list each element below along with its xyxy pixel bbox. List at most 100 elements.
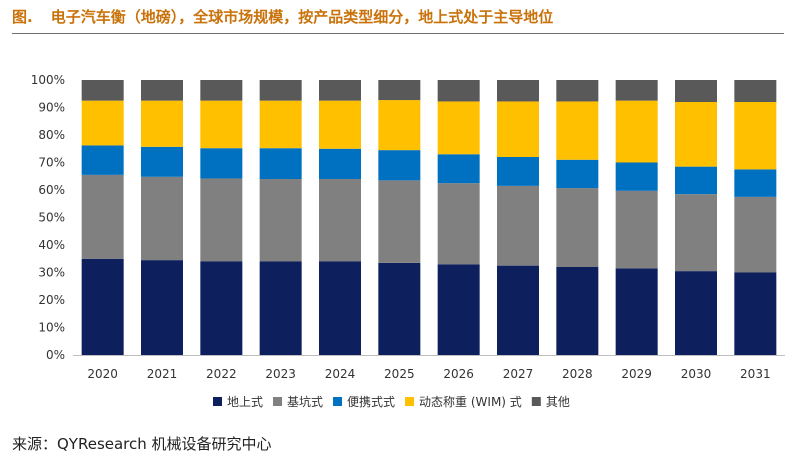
bar-segment [259, 100, 302, 149]
y-tick-label: 50% [38, 211, 65, 225]
bar-segment [81, 258, 124, 355]
y-tick-label: 90% [38, 101, 65, 115]
x-tick-label: 2026 [443, 367, 474, 381]
bar-segment [615, 268, 658, 355]
legend-label: 地上式 [227, 395, 263, 409]
legend-swatch [405, 397, 415, 406]
bar-segment [497, 80, 539, 102]
legend: 地上式 基坑式 便携式式 动态称重 (WIM) 式 其他 [213, 394, 570, 409]
y-tick-label: 30% [38, 266, 65, 280]
bar-segment [437, 80, 480, 102]
bar-segment [615, 190, 658, 269]
bar-segment [259, 179, 302, 262]
bar-segment [675, 80, 717, 102]
x-tick-label: 2027 [503, 367, 534, 381]
bar-segment [675, 194, 717, 272]
figure-label: 图. [12, 8, 33, 26]
figure-title: 图. 电子汽车衡（地磅），全球市场规模，按产品类型细分，地上式处于主导地位 [12, 6, 553, 27]
bar-segment [319, 148, 361, 179]
bar-segment [81, 174, 124, 259]
bar-segment [734, 80, 777, 102]
y-tick-label: 100% [31, 73, 65, 87]
bar-segment [734, 169, 777, 197]
bar-segment [81, 145, 124, 175]
bar-segment [497, 265, 539, 355]
figure-title-text: 电子汽车衡（地磅），全球市场规模，按产品类型细分，地上式处于主导地位 [50, 8, 554, 26]
bar-segment [378, 80, 421, 101]
bar-segment [319, 179, 361, 262]
bar-segment [259, 80, 302, 101]
legend-swatch [273, 397, 283, 406]
x-tick-label: 2029 [621, 367, 652, 381]
source-note: 来源：QYResearch 机械设备研究中心 [12, 435, 272, 453]
bar-segment [378, 262, 421, 355]
legend-swatch [531, 397, 541, 406]
bar-segment [378, 180, 421, 263]
bar-segment [319, 80, 361, 101]
bar-segment [497, 157, 539, 186]
bar-segment [497, 101, 539, 157]
y-tick-label: 60% [38, 183, 65, 197]
bar-segment [141, 146, 183, 177]
bar-segment [734, 272, 777, 355]
legend-label: 基坑式 [287, 394, 323, 409]
bar-segment [556, 188, 599, 267]
x-tick-label: 2020 [87, 367, 118, 381]
bar-segment [734, 196, 777, 273]
bar-segment [141, 80, 183, 101]
y-axis: 0% 10% 20% 30% 40% 50% 60% 70% 80% 90% 100% [31, 73, 65, 362]
y-tick-label: 80% [38, 128, 65, 142]
x-tick-label: 2021 [147, 367, 178, 381]
bar-segment [200, 261, 243, 355]
y-tick-label: 10% [38, 321, 65, 335]
bar-segment [81, 100, 124, 146]
bar-segment [200, 100, 243, 149]
x-tick-label: 2030 [681, 367, 712, 381]
bar-segment [141, 260, 183, 355]
legend-label: 动态称重 (WIM) 式 [419, 395, 522, 409]
y-tick-label: 40% [38, 238, 65, 252]
bar-segment [556, 101, 599, 160]
bar-segment [675, 166, 717, 195]
x-tick-label: 2024 [325, 367, 356, 381]
bar-segment [437, 154, 480, 184]
x-tick-label: 2023 [265, 367, 296, 381]
legend-label: 其他 [546, 395, 570, 409]
bar-segment [259, 261, 302, 355]
legend-swatch [333, 397, 343, 406]
bar-segment [556, 267, 599, 355]
bar-segment [319, 261, 361, 355]
bar-segment [437, 264, 480, 355]
bars [81, 80, 777, 355]
y-tick-label: 70% [38, 156, 65, 170]
bar-segment [734, 102, 777, 170]
y-tick-label: 0% [46, 348, 65, 362]
bar-segment [200, 80, 243, 101]
x-axis: 2020 2021 2022 2023 2024 2025 2026 2027 2028 2029… [73, 355, 785, 381]
bar-segment [141, 100, 183, 147]
legend-swatch [213, 397, 222, 406]
y-tick-label: 20% [38, 293, 65, 307]
bar-segment [675, 102, 717, 167]
bar-segment [200, 178, 243, 262]
x-tick-label: 2031 [740, 367, 771, 381]
bar-segment [319, 100, 361, 149]
x-tick-label: 2022 [206, 367, 237, 381]
bar-segment [378, 150, 421, 181]
bar-segment [437, 101, 480, 155]
bar-segment [556, 159, 599, 189]
bar-segment [81, 80, 124, 101]
x-tick-label: 2025 [384, 367, 415, 381]
bar-segment [259, 148, 302, 179]
bar-segment [556, 80, 599, 102]
title-divider [12, 33, 784, 34]
bar-segment [615, 100, 658, 163]
bar-segment [615, 162, 658, 191]
bar-segment [615, 80, 658, 101]
bar-segment [378, 100, 421, 151]
bar-segment [675, 271, 717, 355]
bar-segment [497, 185, 539, 266]
legend-label: 便携式式 [347, 394, 395, 409]
x-tick-label: 2028 [562, 367, 593, 381]
